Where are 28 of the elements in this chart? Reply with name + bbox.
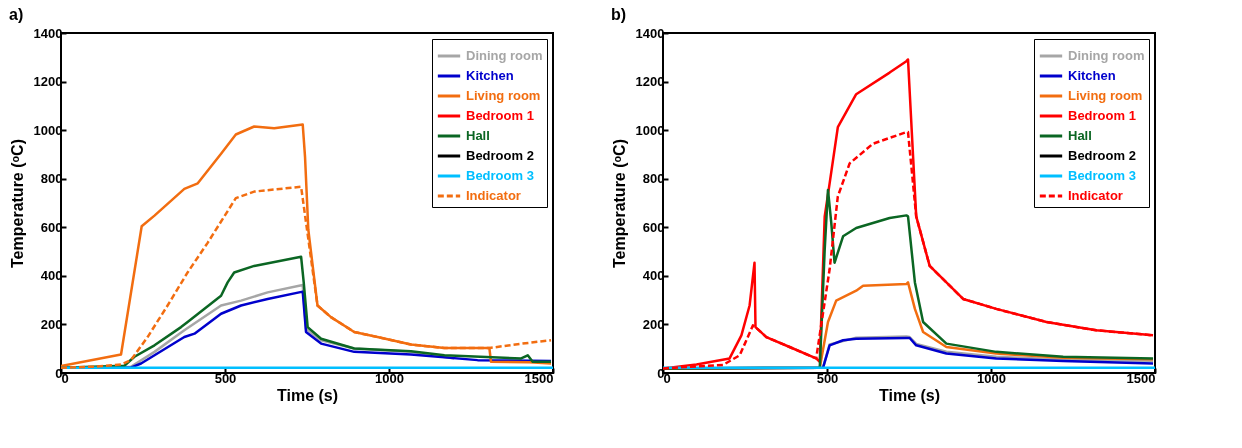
y-axis-title: Temperature (ᵒC)	[8, 139, 26, 268]
x-tick-label: 1500	[1126, 370, 1156, 386]
legend-label: Kitchen	[1068, 68, 1116, 83]
x-tick-label: 1000	[977, 370, 1006, 386]
legend-label: Living room	[1068, 88, 1143, 103]
legend-label: Dining room	[1068, 48, 1145, 63]
chart-title: a)	[9, 6, 24, 23]
legend-label: Bedroom 1	[1068, 108, 1136, 123]
legend-label: Kitchen	[466, 68, 514, 83]
x-tick-label: 1000	[375, 370, 404, 386]
legend-label: Bedroom 1	[466, 108, 534, 123]
legend-label: Bedroom 3	[1068, 168, 1136, 183]
legend-label: Indicator	[466, 188, 521, 203]
legend-label: Dining room	[466, 48, 543, 63]
x-tick-label: 1500	[524, 370, 554, 386]
x-axis-title: Time (s)	[878, 386, 941, 404]
x-axis-title: Time (s)	[276, 386, 339, 404]
legend-label: Bedroom 2	[466, 148, 534, 163]
legend-label: Indicator	[1068, 188, 1123, 203]
y-axis-title: Temperature (ᵒC)	[610, 139, 628, 268]
x-tick-label: 500	[214, 370, 237, 386]
chart-title: b)	[611, 6, 627, 23]
legend-label: Bedroom 2	[1068, 148, 1136, 163]
legend-label: Hall	[1068, 128, 1092, 143]
legend-label: Hall	[466, 128, 490, 143]
x-tick-label: 500	[816, 370, 839, 386]
legend-label: Living room	[466, 88, 541, 103]
legend-label: Bedroom 3	[466, 168, 534, 183]
